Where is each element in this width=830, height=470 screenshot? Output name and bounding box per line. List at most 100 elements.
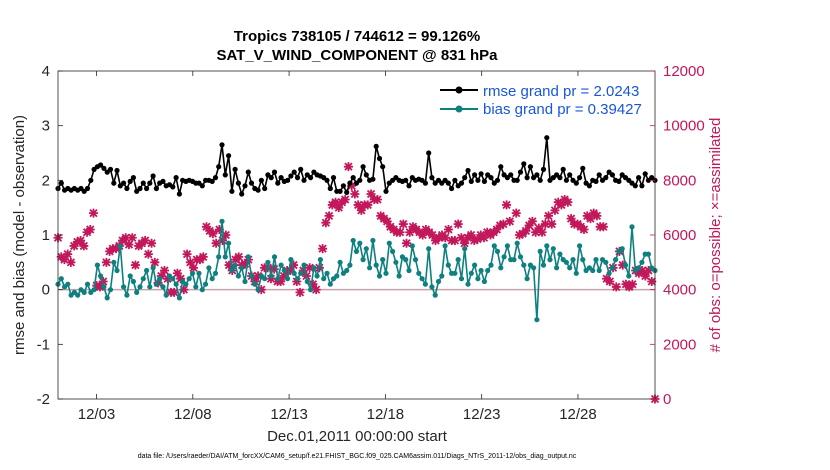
obs-count-point xyxy=(640,271,650,281)
y-right-tick-label: 4000 xyxy=(663,282,696,299)
obs-count-point xyxy=(611,282,621,292)
bias-data-point xyxy=(304,278,310,285)
bias-data-point xyxy=(144,267,150,274)
obs-count-point xyxy=(124,240,134,250)
bias-data-point xyxy=(288,257,294,263)
obs-count-point xyxy=(182,249,192,259)
rmse-data-point xyxy=(593,178,599,184)
obs-count-point xyxy=(285,266,295,276)
bias-data-point xyxy=(488,262,494,268)
y-axis-left-label: rmse and bias (model - observation) xyxy=(11,115,28,355)
obs-count-point xyxy=(185,257,195,267)
rmse-data-point xyxy=(537,177,543,183)
bias-data-point xyxy=(209,276,215,282)
legend-bias-label: bias grand pr = 0.39427 xyxy=(483,101,642,118)
rmse-data-point xyxy=(242,183,248,189)
bias-data-point xyxy=(462,246,468,252)
rmse-data-point xyxy=(534,172,540,178)
bias-data-point xyxy=(58,276,64,282)
y-right-tick-label: 10000 xyxy=(663,118,705,135)
rmse-data-point xyxy=(337,188,343,194)
bias-data-point xyxy=(445,262,451,268)
obs-count-point xyxy=(585,214,595,224)
bias-data-point xyxy=(609,265,616,271)
bias-data-point xyxy=(308,287,314,293)
obs-count-point xyxy=(85,225,95,235)
bias-data-point xyxy=(104,295,110,301)
rmse-data-point xyxy=(445,180,451,186)
obs-count-point xyxy=(495,220,505,230)
bias-data-point xyxy=(606,270,612,276)
bias-data-point xyxy=(294,276,301,282)
obs-count-point xyxy=(169,287,179,297)
bias-data-point xyxy=(268,273,274,279)
obs-count-point xyxy=(79,241,89,251)
rmse-data-point xyxy=(478,171,484,177)
rmse-data-point xyxy=(373,143,379,149)
bias-data-point xyxy=(101,284,107,290)
obs-count-point xyxy=(456,233,466,243)
bias-data-point xyxy=(622,262,629,268)
bias-data-point xyxy=(432,292,438,298)
bias-data-point xyxy=(219,218,225,224)
bias-data-point xyxy=(498,265,504,271)
obs-count-point xyxy=(556,200,566,210)
bias-data-point xyxy=(255,287,261,293)
obs-count-point xyxy=(450,235,460,245)
bias-data-point xyxy=(363,246,369,252)
rmse-data-point xyxy=(121,180,127,186)
obs-count-point xyxy=(240,259,250,269)
bias-data-point xyxy=(370,237,376,244)
bias-data-point xyxy=(91,287,97,293)
rmse-data-point xyxy=(107,166,114,172)
bias-data-point xyxy=(107,287,114,293)
obs-count-point xyxy=(321,218,331,228)
obs-count-point xyxy=(92,281,102,291)
bias-data-point xyxy=(531,265,537,271)
obs-count-point xyxy=(440,233,450,243)
rmse-data-point xyxy=(140,180,146,186)
bias-data-point xyxy=(75,292,81,298)
obs-count-point xyxy=(143,249,153,259)
obs-count-point xyxy=(59,255,69,265)
rmse-data-point xyxy=(150,173,156,179)
bias-data-point xyxy=(275,276,281,282)
rmse-data-point xyxy=(84,185,91,192)
bias-data-point xyxy=(380,257,386,263)
x-tick-label: 12/03 xyxy=(78,406,116,423)
obs-count-point xyxy=(366,189,376,199)
obs-count-point xyxy=(524,220,534,230)
rmse-data-point xyxy=(472,172,478,178)
obs-count-point xyxy=(311,285,321,295)
rmse-data-point xyxy=(255,187,261,193)
bias-data-point xyxy=(373,262,379,268)
bias-data-point xyxy=(396,273,402,279)
rmse-data-point xyxy=(160,178,166,184)
rmse-data-point xyxy=(376,155,383,162)
obs-count-point xyxy=(498,219,508,229)
obs-count-point xyxy=(356,205,366,215)
bias-data-point xyxy=(412,257,419,263)
bias-data-point xyxy=(121,284,127,290)
bias-data-point xyxy=(173,281,179,287)
rmse-data-point xyxy=(147,180,153,186)
obs-count-point xyxy=(140,235,150,245)
bias-data-point xyxy=(117,243,123,249)
bias-data-point xyxy=(229,267,235,274)
rmse-data-point xyxy=(596,172,602,178)
obs-count-point xyxy=(372,194,382,204)
rmse-data-point xyxy=(291,169,297,175)
rmse-data-point xyxy=(173,175,179,181)
rmse-data-point xyxy=(111,180,117,186)
y-left-tick-label: 2 xyxy=(42,172,50,189)
obs-count-point xyxy=(343,162,353,172)
bias-data-point xyxy=(357,240,363,246)
bias-data-point xyxy=(222,254,228,260)
bias-data-point xyxy=(629,224,635,230)
obs-count-point xyxy=(382,216,392,226)
bias-data-point xyxy=(596,267,602,274)
bias-data-point xyxy=(98,273,104,279)
obs-count-point xyxy=(563,197,573,207)
obs-count-point xyxy=(72,237,82,247)
plot-area: -2 -1 0 1 2 3 4 0 2000 4000 6000 8000 10000 12000 12/0… xyxy=(37,63,705,423)
